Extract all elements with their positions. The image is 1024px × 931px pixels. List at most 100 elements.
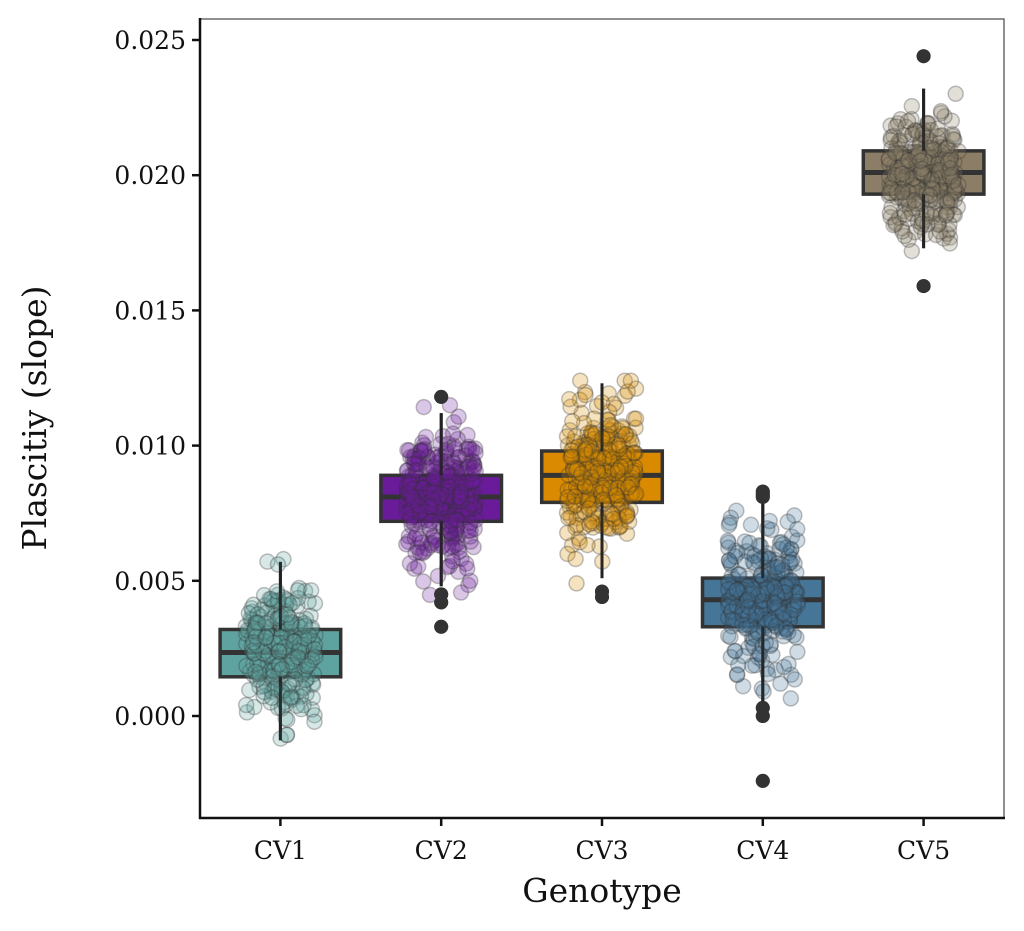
strip-point xyxy=(406,447,423,464)
strip-point xyxy=(764,574,781,592)
strip-point xyxy=(411,488,429,506)
strip-point xyxy=(898,189,915,207)
strip-point xyxy=(287,622,304,640)
strip-point xyxy=(897,195,914,213)
strip-point xyxy=(880,150,898,167)
strip-point xyxy=(740,598,757,616)
strip-point xyxy=(939,145,957,162)
strip-point xyxy=(606,435,624,453)
strip-point xyxy=(932,102,950,120)
strip-point xyxy=(744,553,762,571)
strip-point xyxy=(726,548,744,565)
strip-point xyxy=(893,171,910,188)
strip-point xyxy=(565,439,582,456)
strip-point xyxy=(894,223,911,240)
strip-point xyxy=(460,576,477,594)
strip-point xyxy=(454,491,472,508)
strip-point xyxy=(282,629,300,646)
strip-point xyxy=(589,462,607,479)
strip-point xyxy=(788,520,806,538)
strip-point xyxy=(586,492,604,510)
strip-point xyxy=(754,600,771,617)
strip-point xyxy=(583,425,600,442)
strip-point xyxy=(930,216,947,233)
strip-point xyxy=(418,459,436,477)
strip-point xyxy=(938,193,956,211)
strip-point xyxy=(729,590,747,607)
strip-point xyxy=(889,167,907,185)
strip-point xyxy=(453,490,470,508)
strip-point xyxy=(258,621,275,638)
strip-point xyxy=(458,508,476,526)
strip-point xyxy=(574,436,592,454)
strip-point xyxy=(252,659,269,676)
strip-point xyxy=(281,663,299,681)
outlier-point xyxy=(755,709,770,723)
strip-point xyxy=(769,601,786,618)
strip-point xyxy=(620,476,638,494)
strip-point xyxy=(595,438,613,456)
strip-point xyxy=(292,700,310,718)
strip-point xyxy=(422,474,439,491)
strip-point xyxy=(291,636,309,653)
strip-point xyxy=(617,457,634,475)
strip-point xyxy=(411,530,429,547)
strip-point xyxy=(916,150,933,168)
outlier-point xyxy=(755,489,770,504)
strip-point xyxy=(743,599,761,617)
strip-point xyxy=(266,607,283,625)
strip-point xyxy=(905,163,922,181)
strip-point xyxy=(576,503,593,521)
strip-point xyxy=(933,139,950,156)
strip-point xyxy=(252,608,270,625)
strip-point xyxy=(405,515,423,532)
strip-point xyxy=(785,598,803,615)
strip-point xyxy=(778,621,795,638)
strip-point xyxy=(885,216,902,234)
strip-point xyxy=(941,235,959,252)
strip-point xyxy=(913,160,931,178)
strip-point xyxy=(618,507,636,525)
strip-point xyxy=(722,628,739,646)
strip-point xyxy=(403,496,421,513)
strip-point xyxy=(264,668,282,685)
strip-point xyxy=(292,643,310,660)
strip-point xyxy=(724,588,742,605)
strip-point xyxy=(570,530,588,547)
strip-point xyxy=(583,476,601,493)
strip-point xyxy=(771,576,789,594)
strip-point xyxy=(564,461,582,479)
strip-point xyxy=(438,483,456,500)
strip-point xyxy=(627,444,644,462)
strip-point xyxy=(237,617,255,635)
strip-point xyxy=(896,154,913,172)
strip-point xyxy=(752,572,770,590)
strip-point xyxy=(284,677,301,695)
strip-point xyxy=(719,592,737,610)
strip-point xyxy=(742,616,760,633)
strip-point xyxy=(610,475,628,492)
strip-point xyxy=(626,458,644,476)
strip-point xyxy=(280,657,298,675)
strip-point xyxy=(433,486,450,504)
strip-point xyxy=(887,118,905,135)
strip-point xyxy=(935,151,953,168)
strip-point xyxy=(460,522,477,540)
strip-point xyxy=(930,214,948,231)
strip-point xyxy=(610,440,628,458)
strip-point xyxy=(938,199,956,216)
strip-point xyxy=(889,115,907,132)
strip-point xyxy=(449,449,466,466)
strip-point xyxy=(885,178,902,195)
strip-point xyxy=(446,440,464,458)
strip-point xyxy=(920,168,937,185)
outlier-point xyxy=(595,590,609,605)
strip-point xyxy=(931,164,948,181)
strip-point xyxy=(423,512,440,530)
strip-point xyxy=(595,466,613,484)
strip-point xyxy=(929,155,947,173)
strip-point xyxy=(298,685,315,703)
strip-point xyxy=(909,154,927,172)
strip-point xyxy=(619,445,636,462)
strip-point xyxy=(771,540,788,558)
